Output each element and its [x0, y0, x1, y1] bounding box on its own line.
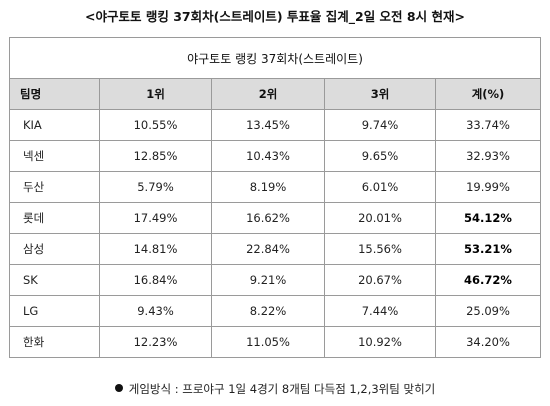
table-row: SK 16.84% 9.21% 20.67% 46.72% [9, 264, 541, 296]
table-caption: 야구토토 랭킹 37회차(스트레이트) [9, 37, 541, 79]
rank2-cell: 13.45% [211, 109, 325, 141]
rank3-cell: 20.67% [324, 264, 436, 296]
table-row: 롯데 17.49% 16.62% 20.01% 54.12% [9, 202, 541, 234]
rank2-cell: 8.22% [211, 295, 325, 327]
total-cell: 19.99% [435, 171, 541, 203]
footnote: 게임방식 : 프로야구 1일 4경기 8개팀 다득점 1,2,3위팀 맞히기 [0, 381, 550, 397]
total-cell: 32.93% [435, 140, 541, 172]
rank1-cell: 12.85% [99, 140, 212, 172]
total-cell: 33.74% [435, 109, 541, 141]
rank1-cell: 5.79% [99, 171, 212, 203]
table-caption-row: 야구토토 랭킹 37회차(스트레이트) [9, 37, 541, 79]
rank3-cell: 7.44% [324, 295, 436, 327]
rank3-cell: 6.01% [324, 171, 436, 203]
ranking-table: 야구토토 랭킹 37회차(스트레이트) 팀명 1위 2위 3위 계(%) KIA… [9, 37, 541, 358]
rank2-cell: 8.19% [211, 171, 325, 203]
team-cell: 넥센 [9, 140, 100, 172]
header-rank1: 1위 [99, 78, 212, 110]
total-cell: 54.12% [435, 202, 541, 234]
rank3-cell: 20.01% [324, 202, 436, 234]
rank1-cell: 12.23% [99, 326, 212, 358]
team-cell: KIA [9, 109, 100, 141]
page-title: <야구토토 랭킹 37회차(스트레이트) 투표율 집계_2일 오전 8시 현재> [85, 9, 465, 24]
table-row: 한화 12.23% 11.05% 10.92% 34.20% [9, 326, 541, 358]
rank3-cell: 10.92% [324, 326, 436, 358]
header-total: 계(%) [435, 78, 541, 110]
rank2-cell: 9.21% [211, 264, 325, 296]
rank1-cell: 17.49% [99, 202, 212, 234]
team-cell: SK [9, 264, 100, 296]
rank2-cell: 22.84% [211, 233, 325, 265]
rank1-cell: 14.81% [99, 233, 212, 265]
rank2-cell: 10.43% [211, 140, 325, 172]
total-cell: 25.09% [435, 295, 541, 327]
rank3-cell: 9.65% [324, 140, 436, 172]
team-cell: 한화 [9, 326, 100, 358]
header-team: 팀명 [9, 78, 100, 110]
total-cell: 46.72% [435, 264, 541, 296]
team-cell: 삼성 [9, 233, 100, 265]
team-cell: LG [9, 295, 100, 327]
rank3-cell: 15.56% [324, 233, 436, 265]
rank2-cell: 16.62% [211, 202, 325, 234]
bullet-icon [114, 384, 123, 392]
rank3-cell: 9.74% [324, 109, 436, 141]
team-cell: 롯데 [9, 202, 100, 234]
rank1-cell: 16.84% [99, 264, 212, 296]
rank1-cell: 9.43% [99, 295, 212, 327]
header-rank3: 3위 [324, 78, 436, 110]
total-cell: 34.20% [435, 326, 541, 358]
table-row: 삼성 14.81% 22.84% 15.56% 53.21% [9, 233, 541, 265]
table-row: 두산 5.79% 8.19% 6.01% 19.99% [9, 171, 541, 203]
table-row: 넥센 12.85% 10.43% 9.65% 32.93% [9, 140, 541, 172]
header-rank2: 2위 [211, 78, 325, 110]
table-row: KIA 10.55% 13.45% 9.74% 33.74% [9, 109, 541, 141]
footnote-text: 게임방식 : 프로야구 1일 4경기 8개팀 다득점 1,2,3위팀 맞히기 [128, 382, 436, 396]
rank2-cell: 11.05% [211, 326, 325, 358]
table-header-row: 팀명 1위 2위 3위 계(%) [9, 78, 541, 110]
team-cell: 두산 [9, 171, 100, 203]
rank1-cell: 10.55% [99, 109, 212, 141]
total-cell: 53.21% [435, 233, 541, 265]
table-row: LG 9.43% 8.22% 7.44% 25.09% [9, 295, 541, 327]
